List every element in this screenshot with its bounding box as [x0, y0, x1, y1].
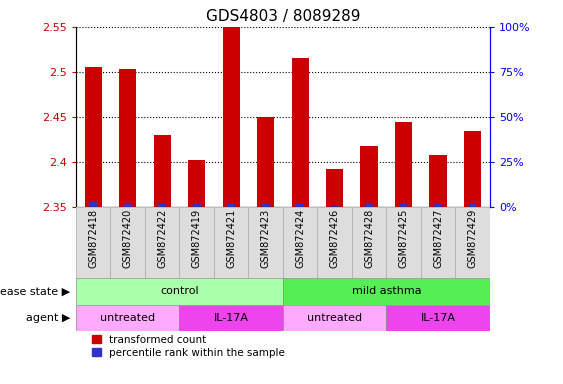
- Text: GSM872426: GSM872426: [329, 209, 339, 268]
- Bar: [296, 204, 304, 207]
- Bar: [386, 305, 490, 331]
- Bar: [400, 204, 408, 207]
- Bar: [386, 207, 421, 278]
- Bar: [421, 207, 455, 278]
- Legend: transformed count, percentile rank within the sample: transformed count, percentile rank withi…: [92, 335, 285, 358]
- Bar: [119, 69, 136, 207]
- Bar: [360, 146, 378, 207]
- Bar: [283, 305, 386, 331]
- Bar: [257, 117, 274, 207]
- Bar: [430, 155, 446, 207]
- Text: agent ▶: agent ▶: [26, 313, 70, 323]
- Bar: [145, 207, 180, 278]
- Bar: [395, 122, 412, 207]
- Bar: [76, 278, 283, 305]
- Text: untreated: untreated: [307, 313, 362, 323]
- Text: GSM872419: GSM872419: [191, 209, 202, 268]
- Bar: [193, 204, 200, 207]
- Bar: [180, 207, 214, 278]
- Text: GSM872423: GSM872423: [261, 209, 271, 268]
- Bar: [330, 205, 338, 207]
- Text: GSM872425: GSM872425: [399, 209, 409, 268]
- Bar: [464, 131, 481, 207]
- Bar: [76, 207, 110, 278]
- Text: untreated: untreated: [100, 313, 155, 323]
- Text: disease state ▶: disease state ▶: [0, 286, 70, 296]
- Text: IL-17A: IL-17A: [421, 313, 455, 323]
- Bar: [468, 204, 476, 207]
- Bar: [110, 207, 145, 278]
- Bar: [283, 207, 318, 278]
- Text: IL-17A: IL-17A: [214, 313, 249, 323]
- Bar: [434, 204, 442, 207]
- Text: GSM872429: GSM872429: [467, 209, 477, 268]
- Text: GSM872424: GSM872424: [295, 209, 305, 268]
- Bar: [154, 135, 171, 207]
- Text: mild asthma: mild asthma: [351, 286, 421, 296]
- Title: GDS4803 / 8089289: GDS4803 / 8089289: [205, 9, 360, 24]
- Text: GSM872421: GSM872421: [226, 209, 236, 268]
- Text: GSM872422: GSM872422: [157, 209, 167, 268]
- Bar: [262, 204, 270, 207]
- Bar: [365, 204, 373, 207]
- Bar: [76, 305, 180, 331]
- Text: GSM872418: GSM872418: [88, 209, 99, 268]
- Bar: [222, 22, 240, 207]
- Text: GSM872427: GSM872427: [433, 209, 443, 268]
- Text: control: control: [160, 286, 199, 296]
- Bar: [158, 204, 166, 207]
- Bar: [188, 159, 205, 207]
- Text: GSM872428: GSM872428: [364, 209, 374, 268]
- Bar: [292, 58, 309, 207]
- Text: GSM872420: GSM872420: [123, 209, 133, 268]
- Bar: [214, 207, 248, 278]
- Bar: [248, 207, 283, 278]
- Bar: [283, 278, 490, 305]
- Bar: [455, 207, 490, 278]
- Bar: [124, 204, 132, 207]
- Bar: [227, 204, 235, 207]
- Bar: [318, 207, 352, 278]
- Bar: [352, 207, 386, 278]
- Bar: [326, 169, 343, 207]
- Bar: [84, 68, 102, 207]
- Bar: [180, 305, 283, 331]
- Bar: [90, 202, 97, 207]
